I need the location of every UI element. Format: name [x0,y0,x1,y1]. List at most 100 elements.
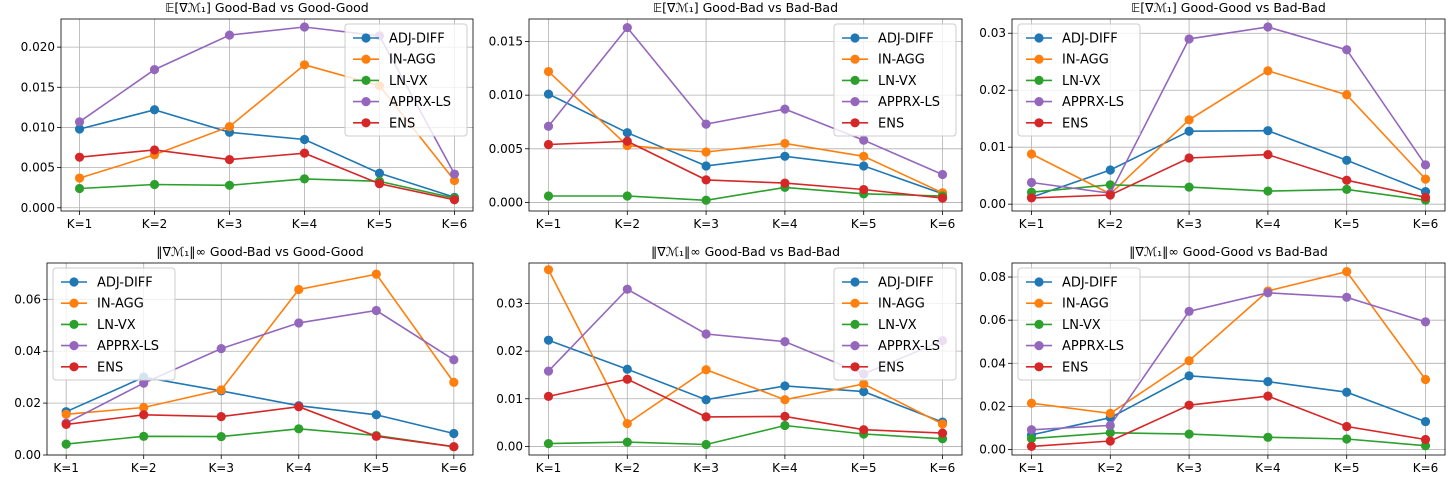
x-tick-label: K=3 [208,461,234,475]
legend-label: LN-VX [389,74,428,89]
y-tick-label: 0.000 [21,201,55,215]
data-point [622,364,632,374]
y-tick-label: 0.015 [489,35,523,49]
series-line-ln-vx [1031,431,1426,447]
data-point [74,183,85,194]
x-tick-label: K=2 [1098,217,1124,231]
data-point [216,385,226,395]
data-point [543,121,554,131]
legend-marker [850,33,860,43]
data-point [1026,149,1037,159]
data-point [1184,115,1194,125]
data-point [374,179,385,189]
legend-box [833,23,957,137]
data-point [701,365,711,375]
data-point [449,428,459,439]
x-tick-label: K=5 [851,461,877,475]
data-point [780,381,790,391]
data-point [449,175,460,186]
x-tick-label: K=1 [1019,217,1045,231]
legend-marker [361,97,371,107]
data-point [74,117,85,127]
data-point [859,184,869,195]
data-point [1342,421,1352,432]
data-point [224,180,235,190]
data-point [1184,34,1194,44]
legend-label: APPRX-LS [389,95,451,110]
x-tick-label: K=4 [292,217,318,231]
series-line-ens [548,140,943,199]
y-tick-label: 0.010 [489,88,523,102]
data-point [1026,434,1037,444]
legend-marker [361,75,371,85]
data-point [1342,90,1352,100]
legend-label: IN-AGG [1062,297,1109,312]
series-line-ln-vx [79,178,455,199]
data-point [149,105,160,115]
x-tick-label: K=5 [1334,217,1360,231]
data-point [622,22,632,33]
data-point [1184,371,1194,381]
data-point [622,374,632,384]
data-point [937,169,948,180]
data-point [543,139,554,150]
data-point [224,154,235,165]
data-point [701,161,711,171]
data-point [1420,192,1431,202]
x-tick-label: K=5 [367,217,393,231]
series-line-ens [1031,395,1426,448]
series-line-ln-vx [1031,183,1426,201]
legend-label: APPRX-LS [878,339,940,354]
data-point [1420,416,1431,427]
data-point [1420,160,1431,170]
axes-frame [1011,262,1446,456]
data-point [543,438,554,449]
series-line-adj-diff [65,376,454,435]
y-tick-label: 0.010 [21,120,55,134]
x-tick-label: K=6 [1413,217,1439,231]
legend-label: APPRX-LS [1062,339,1124,354]
legend-marker [69,319,79,329]
series-line-adj-diff [548,93,943,195]
x-tick-label: K=6 [1413,461,1439,475]
data-point [371,269,381,279]
series-line-ens [548,378,943,434]
legend-marker [850,362,860,372]
data-point [859,379,869,389]
data-point [74,152,85,162]
y-tick-label: 0.015 [21,80,55,94]
data-point [1420,317,1431,327]
y-tick-label: 0.02 [14,396,41,410]
x-tick-label: K=2 [142,217,168,231]
data-point [74,173,85,183]
x-tick-label: K=2 [131,461,157,475]
chart-title: ‖∇ℳ₁‖∞ Good-Good vs Bad-Bad [1129,244,1328,259]
legend-label: IN-AGG [1062,53,1109,68]
legend-marker [1034,54,1044,64]
data-point [216,431,226,442]
legend-label: ENS [97,360,123,375]
legend-label: ADJ-DIFF [97,276,153,291]
legend-marker [69,341,79,351]
legend-marker [69,362,79,372]
data-point [859,135,869,145]
data-point [299,134,310,145]
y-tick-label: 0.02 [979,83,1006,97]
data-point [1263,377,1273,387]
legend: ADJ-DIFF IN-AGG LN-VX APPRX-LS ENS [344,23,468,137]
legend-label: ENS [878,116,904,131]
data-point [1342,292,1352,302]
data-point [780,395,790,405]
data-point [543,66,554,77]
data-point [1105,165,1115,175]
x-tick-label: K=6 [441,461,467,475]
data-point [937,428,948,438]
panel-2: K=1 K=2 K=3 K=4 K=5 K=6 0.000 0.005 0.010 0.015 𝔼[… [489,0,963,231]
data-point [149,145,160,155]
data-point [1420,374,1431,385]
panel-5: K=1 K=2 K=3 K=4 K=5 K=6 0.00 0.01 0.02 0.03 ‖∇ℳ₁‖∞… [496,244,963,475]
y-tick-label: 0.04 [979,356,1006,370]
legend-box [344,23,468,137]
legend-label: LN-VX [1062,74,1101,89]
